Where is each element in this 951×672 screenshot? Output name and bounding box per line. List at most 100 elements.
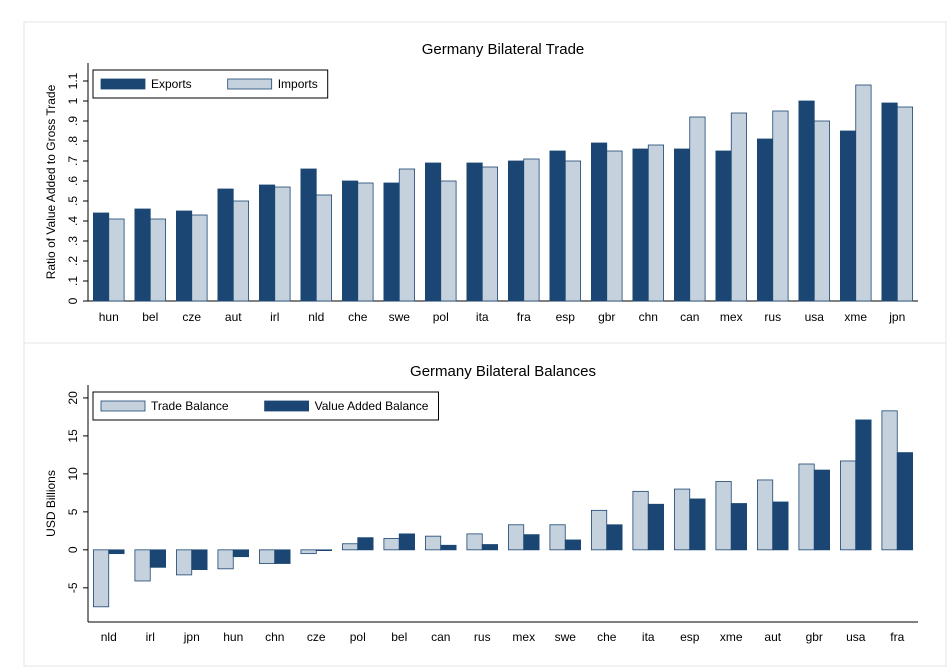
bar (756, 479, 774, 551)
y-axis-label: Ratio of Value Added to Gross Trade (44, 84, 58, 279)
x-tick-label: esp (556, 310, 576, 324)
bar (217, 549, 234, 570)
bar (798, 463, 815, 551)
x-tick-label: mex (720, 310, 743, 324)
bar (839, 130, 857, 302)
bar (440, 544, 457, 551)
bar (772, 501, 789, 551)
bar (357, 182, 374, 302)
x-tick-label: fra (890, 630, 904, 644)
legend-swatch (100, 400, 146, 412)
x-tick-label: gbr (806, 630, 823, 644)
bar (258, 184, 276, 302)
bar (466, 162, 483, 302)
x-tick-label: aut (225, 310, 242, 324)
bar (175, 549, 193, 576)
legend-swatch (100, 78, 146, 90)
bar (564, 160, 582, 302)
bar (590, 142, 608, 302)
bar (134, 208, 151, 302)
x-tick-label: usa (846, 630, 866, 644)
bar (481, 544, 499, 551)
bar (274, 549, 291, 564)
bar (108, 218, 125, 302)
legend-label: Value Added Balance (315, 399, 429, 413)
bar (134, 549, 151, 582)
bar (149, 549, 167, 568)
x-tick-label: aut (764, 630, 781, 644)
y-tick-label: 1.1 (66, 72, 80, 89)
bar (315, 194, 333, 302)
bar (798, 100, 815, 302)
bar (772, 110, 789, 302)
bar (481, 166, 499, 302)
bar (673, 148, 691, 302)
bar (881, 410, 898, 551)
x-tick-label: hun (99, 310, 119, 324)
x-tick-label: cze (307, 630, 326, 644)
bar (896, 106, 914, 302)
legend-swatch (264, 400, 310, 412)
bar (341, 180, 359, 302)
x-tick-label: fra (517, 310, 531, 324)
bar (896, 452, 914, 551)
x-tick-label: jpn (183, 630, 200, 644)
bar (300, 168, 317, 302)
bar (673, 488, 691, 551)
bar (855, 84, 872, 302)
x-tick-label: swe (389, 310, 411, 324)
x-tick-label: nld (308, 310, 324, 324)
y-tick-label: 20 (66, 391, 80, 405)
x-tick-label: usa (805, 310, 825, 324)
bar (92, 212, 110, 302)
bar (715, 150, 732, 302)
bar (466, 533, 483, 551)
x-tick-label: gbr (598, 310, 615, 324)
bar (258, 549, 276, 564)
bar (507, 160, 525, 302)
bar (564, 539, 582, 551)
x-tick-label: can (431, 630, 450, 644)
bar (632, 148, 649, 302)
y-tick-label: 15 (66, 429, 80, 443)
chart-title: Germany Bilateral Balances (410, 363, 596, 380)
bar (232, 200, 250, 302)
x-tick-label: mex (512, 630, 535, 644)
legend-swatch (227, 78, 273, 90)
bar (341, 543, 359, 551)
bar (730, 112, 748, 302)
bar (440, 180, 457, 302)
x-tick-label: che (348, 310, 368, 324)
bar (606, 524, 623, 551)
bar (689, 498, 706, 551)
bar (92, 549, 110, 608)
y-tick-label: .5 (66, 196, 80, 206)
bar (507, 524, 525, 551)
bar (756, 138, 774, 302)
bar (191, 214, 208, 302)
x-tick-label: xme (720, 630, 743, 644)
x-tick-label: ita (476, 310, 489, 324)
bar (424, 162, 442, 302)
bar (300, 549, 317, 555)
bar (191, 549, 208, 570)
bar (357, 537, 374, 551)
bar (813, 469, 831, 551)
y-tick-label: .4 (66, 216, 80, 226)
y-tick-label: 0 (66, 297, 80, 304)
y-tick-label: .7 (66, 156, 80, 166)
x-tick-label: irl (146, 630, 155, 644)
bar (632, 490, 649, 551)
bar (383, 182, 400, 302)
bar (590, 509, 608, 551)
x-tick-label: xme (844, 310, 867, 324)
y-tick-label: 10 (66, 467, 80, 481)
y-tick-label: .2 (66, 256, 80, 266)
bar (523, 534, 540, 551)
x-tick-label: che (597, 630, 617, 644)
y-tick-label: 1 (66, 97, 80, 104)
y-tick-label: .6 (66, 176, 80, 186)
bar (839, 460, 857, 551)
bar (606, 150, 623, 302)
